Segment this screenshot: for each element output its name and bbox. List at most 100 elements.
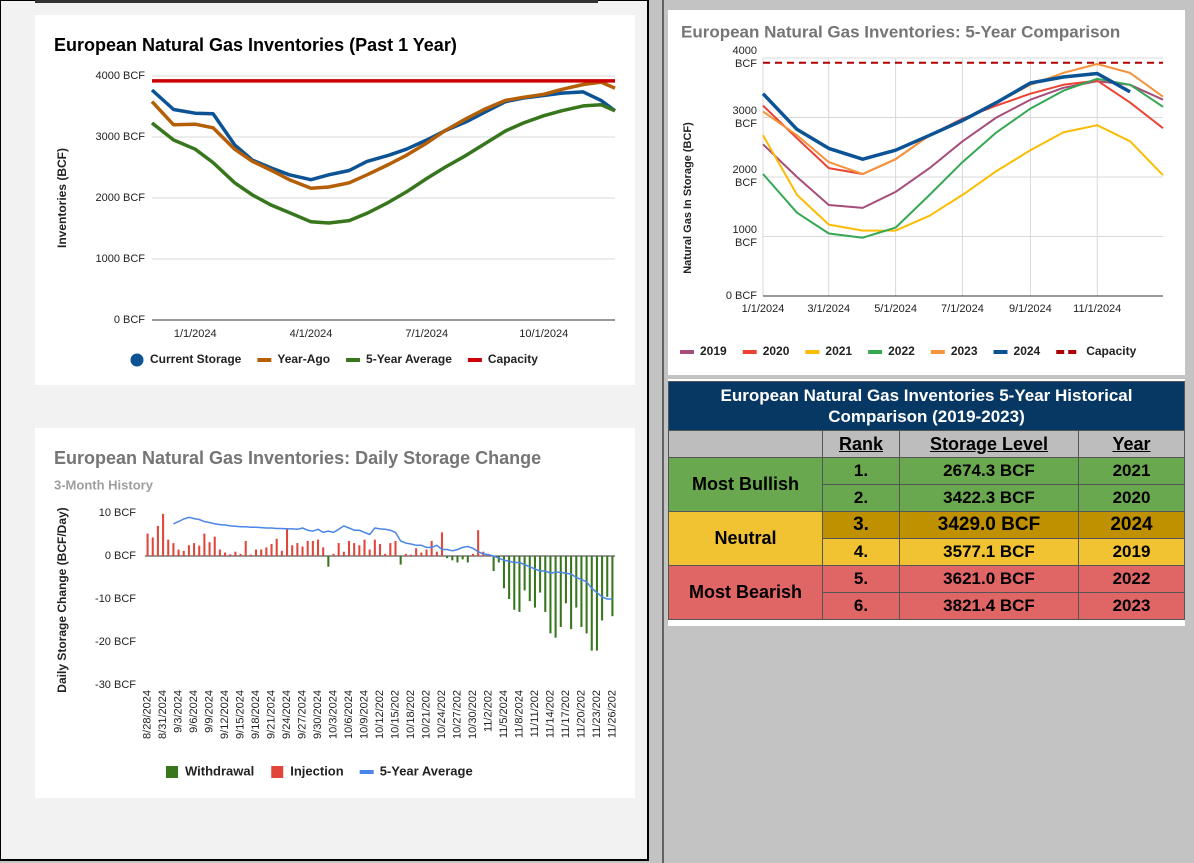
legend-label: 2023	[951, 344, 978, 358]
bar	[590, 556, 593, 651]
x-tick-label: 8/31/2024	[157, 690, 169, 739]
bar	[337, 543, 340, 556]
cell: 3821.4 BCF	[899, 592, 1079, 620]
cell: 2674.3 BCF	[899, 457, 1079, 485]
bar	[415, 548, 418, 556]
bar	[162, 513, 165, 556]
card	[668, 10, 1185, 375]
series-line	[173, 516, 613, 600]
bar	[559, 556, 562, 627]
y-tick-label: 0 BCF	[725, 289, 757, 302]
comparison-table: European Natural Gas Inventories 5-Year …	[668, 381, 1185, 620]
group-label: Most Bullish	[668, 457, 823, 512]
bar	[570, 556, 573, 630]
y-axis-label: Natural Gas In Storage (BCF)	[682, 122, 694, 274]
cell: 3422.3 BCF	[899, 484, 1079, 512]
bar	[554, 556, 557, 638]
series-line	[150, 80, 616, 190]
bar	[575, 556, 578, 608]
cell: 2021	[1078, 457, 1185, 485]
x-tick-label: 9/30/2024	[312, 690, 324, 739]
bar	[182, 550, 185, 556]
bar	[611, 556, 614, 617]
blank-cell	[668, 430, 823, 458]
x-tick-label: 11/2/202	[482, 690, 494, 732]
y-tick-label-box: 1000 BCF	[732, 223, 757, 249]
y-tick-label: 1000 BCF	[732, 223, 757, 249]
bar	[275, 538, 278, 556]
x-tick-label: 10/9/2024	[358, 690, 370, 739]
x-tick-label: 9/15/2024	[234, 690, 246, 739]
chart-title: European Natural Gas Inventories: 5-Year…	[681, 22, 1120, 41]
x-tick-label: 10/3/2024	[327, 690, 339, 739]
bar	[234, 551, 237, 556]
bar	[601, 556, 604, 621]
column-header: Rank	[822, 430, 900, 458]
x-tick-label: 4/1/2024	[290, 328, 333, 340]
bar	[151, 537, 154, 556]
bar	[156, 525, 159, 556]
legend-label: 5-Year Average	[366, 352, 452, 366]
bar	[430, 540, 433, 556]
group-label: Most Bearish	[668, 565, 823, 620]
x-tick-label: 9/18/2024	[250, 690, 262, 739]
x-tick-label: 8/28/2024	[141, 690, 153, 739]
bar	[249, 554, 252, 556]
legend-label: 2021	[825, 344, 852, 358]
x-tick-label: 10/21/202	[420, 690, 432, 739]
bar	[193, 543, 196, 556]
bar	[378, 543, 382, 556]
legend-label: Year-Ago	[277, 352, 330, 366]
y-tick-label-box: 4000 BCF	[732, 45, 757, 70]
bar	[451, 556, 454, 561]
bar	[471, 553, 474, 556]
x-tick-label: 10/30/202	[467, 690, 479, 739]
y-tick-label: 3000 BCF	[732, 104, 757, 130]
x-tick-label: 9/1/2024	[1009, 303, 1052, 315]
x-tick-label: 10/1/2024	[519, 328, 568, 340]
x-tick-label: 7/1/2024	[941, 303, 984, 315]
y-tick-label: 10 BCF	[99, 507, 137, 519]
card	[35, 15, 635, 385]
x-tick-label: 5/1/2024	[874, 303, 917, 315]
bar	[146, 533, 149, 556]
bar	[425, 549, 428, 556]
x-tick-label: 10/6/2024	[343, 690, 355, 739]
y-tick-label: -30 BCF	[95, 679, 136, 691]
legend-marker	[166, 766, 178, 778]
table-row: 2. 3422.3 BCF 2020	[669, 484, 1185, 512]
cell: 4.	[822, 538, 900, 566]
x-tick-label: 11/17/202	[560, 690, 572, 738]
bar	[523, 556, 526, 591]
y-axis-label: Daily Storage Change (BCF/Day)	[55, 507, 69, 692]
bar	[296, 543, 299, 556]
legend-label: Withdrawal	[185, 763, 254, 778]
y-tick-label: 2000 BCF	[732, 164, 757, 189]
bar	[394, 540, 397, 556]
chart-title: European Natural Gas Inventories: Daily …	[54, 448, 541, 468]
x-tick-label: 10/24/202	[436, 690, 448, 739]
legend-label: Injection	[290, 763, 344, 778]
bar	[363, 539, 366, 556]
table-header-row: European Natural Gas Inventories 5-Year …	[668, 381, 1185, 431]
bar	[203, 533, 206, 556]
legend-label: Capacity	[488, 352, 538, 366]
x-tick-label: 9/3/2024	[172, 690, 184, 733]
x-tick-label: 11/1/2024	[1073, 303, 1121, 315]
top-bar	[35, 0, 598, 3]
series-line	[762, 77, 1164, 239]
x-tick-label: 11/14/202	[544, 690, 556, 738]
table-row: Most Bullish 1. 2674.3 BCF 2021	[668, 457, 1185, 512]
series-line	[761, 71, 1131, 161]
x-tick-label: 11/8/2024	[513, 690, 525, 738]
bar	[306, 540, 309, 556]
legend-marker	[130, 353, 144, 367]
y-tick-label: 4000 BCF	[732, 45, 757, 70]
series-line	[762, 124, 1164, 232]
cell: 2022	[1078, 565, 1185, 593]
bar	[342, 551, 345, 556]
cell: 3.	[822, 511, 900, 539]
legend-marker	[271, 766, 284, 778]
bar	[224, 552, 227, 556]
